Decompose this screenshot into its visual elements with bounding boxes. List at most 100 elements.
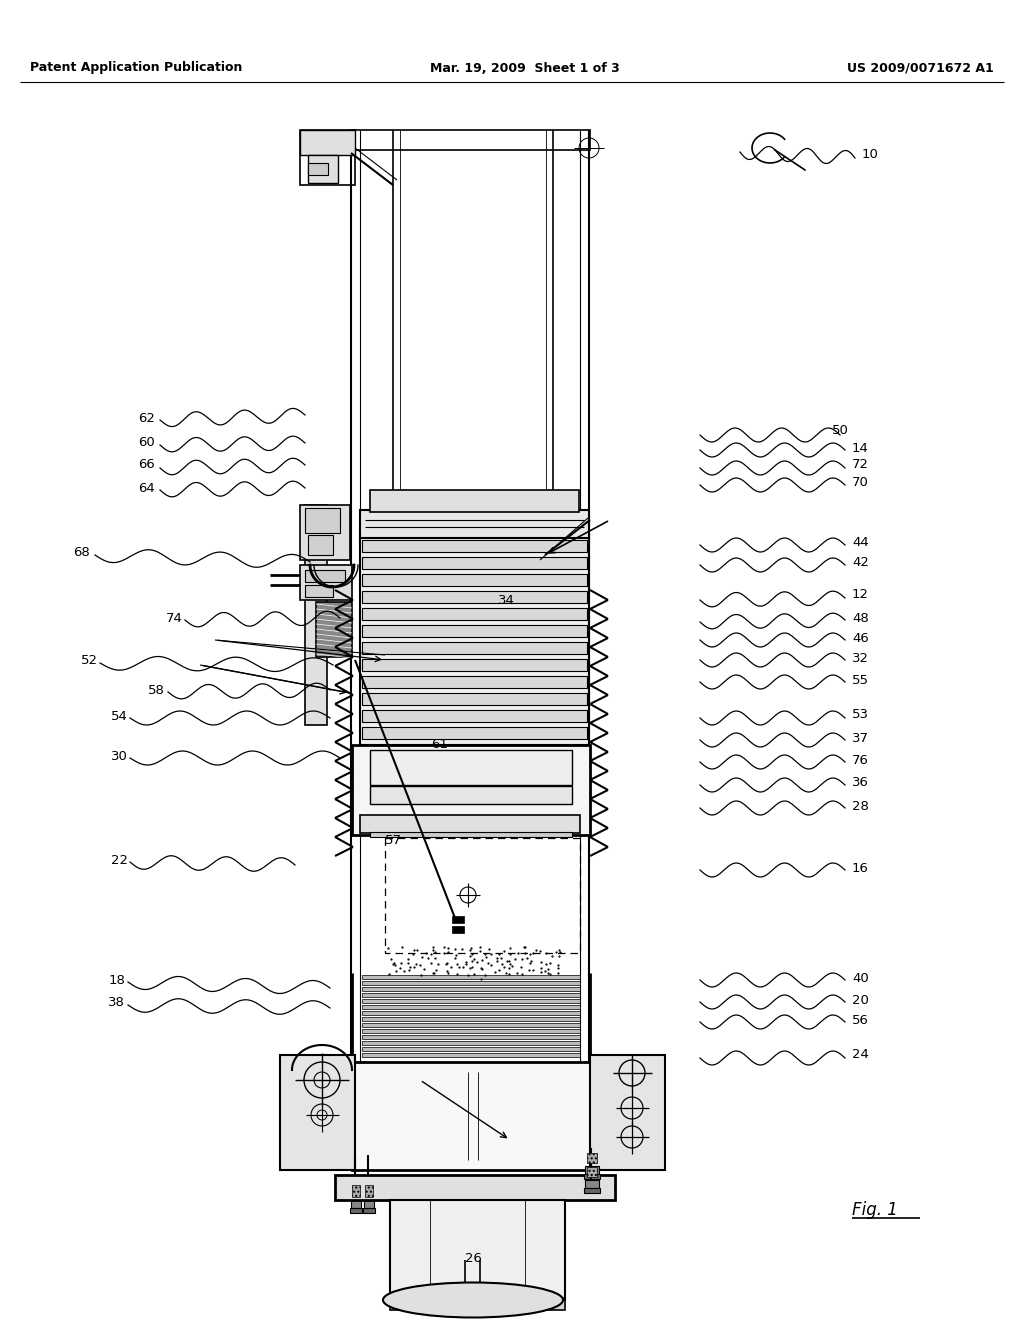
Text: 60: 60 [138,437,155,450]
Bar [362,557,587,569]
Bar [300,506,350,560]
Bar [364,1200,374,1208]
Text: 74: 74 [166,611,183,624]
Text: 34: 34 [498,594,515,606]
Bar [370,785,572,804]
Bar [362,676,587,688]
Text: 14: 14 [852,441,869,454]
Text: 62: 62 [138,412,155,425]
Bar [305,570,345,582]
Bar [360,814,580,833]
Text: 26: 26 [465,1251,481,1265]
Text: 28: 28 [852,800,869,813]
Bar [362,1047,580,1051]
Bar [390,1298,565,1309]
Bar [585,1180,599,1188]
Text: 42: 42 [852,556,869,569]
Bar [452,916,464,923]
Text: 46: 46 [852,631,868,644]
Text: 54: 54 [112,710,128,722]
Bar [305,506,327,725]
Bar [305,585,333,597]
Bar [350,129,590,150]
Bar [362,999,580,1003]
Bar [362,1041,580,1045]
Bar [362,540,587,552]
Text: 76: 76 [852,754,869,767]
Bar [362,624,587,638]
Text: 56: 56 [852,1014,869,1027]
Bar [335,1175,615,1200]
Text: 68: 68 [74,546,90,560]
Bar [390,1200,565,1300]
Bar [316,602,352,657]
Bar [362,1208,375,1213]
Bar [362,693,587,705]
Bar [362,1035,580,1039]
Bar [300,129,355,154]
Bar [365,1185,373,1197]
Bar [362,574,587,586]
Text: 64: 64 [138,482,155,495]
Text: 50: 50 [831,424,849,437]
Text: 22: 22 [111,854,128,866]
Text: 44: 44 [852,536,868,549]
Bar [300,565,352,601]
Text: US 2009/0071672 A1: US 2009/0071672 A1 [847,62,994,74]
Bar [352,744,590,836]
Bar [352,1063,590,1170]
Text: 24: 24 [852,1048,869,1061]
Bar [362,1005,580,1008]
Bar [362,710,587,722]
Text: 40: 40 [852,972,868,985]
Text: 12: 12 [852,589,869,602]
Bar [587,1167,597,1177]
Text: 58: 58 [148,684,165,697]
Ellipse shape [383,1283,563,1317]
Bar [370,832,572,837]
Text: 57: 57 [384,833,401,846]
Bar [370,490,579,512]
Bar [308,154,338,183]
Bar [362,642,587,653]
Text: 53: 53 [852,709,869,722]
Bar [590,1055,665,1170]
Bar [362,1016,580,1020]
Bar [280,1055,355,1170]
Text: Fig. 1: Fig. 1 [852,1201,898,1218]
Text: 18: 18 [109,974,125,986]
Bar [308,535,333,554]
Bar [362,1011,580,1015]
Text: 16: 16 [852,862,869,874]
Text: 10: 10 [862,149,879,161]
Text: 52: 52 [81,653,98,667]
Text: 61: 61 [431,738,449,751]
Text: 30: 30 [112,750,128,763]
Bar [352,1185,360,1197]
Bar [362,591,587,603]
Bar [350,1208,362,1213]
Text: 20: 20 [852,994,869,1006]
Bar [300,129,355,185]
Text: 66: 66 [138,458,155,471]
Bar [308,162,328,176]
Bar [305,508,340,533]
Bar [385,838,580,953]
Bar [585,1166,599,1173]
Text: 55: 55 [852,673,869,686]
Bar [362,993,580,997]
Text: Mar. 19, 2009  Sheet 1 of 3: Mar. 19, 2009 Sheet 1 of 3 [430,62,620,74]
Bar [362,727,587,739]
Bar [360,535,589,744]
Bar [362,1030,580,1034]
Text: 38: 38 [109,997,125,1010]
Bar [362,1023,580,1027]
Bar [584,1173,600,1179]
Bar [370,750,572,785]
Bar [360,510,589,539]
Bar [362,659,587,671]
Bar [362,975,580,979]
Bar [362,609,587,620]
Text: 48: 48 [852,611,868,624]
Bar [351,1200,361,1208]
